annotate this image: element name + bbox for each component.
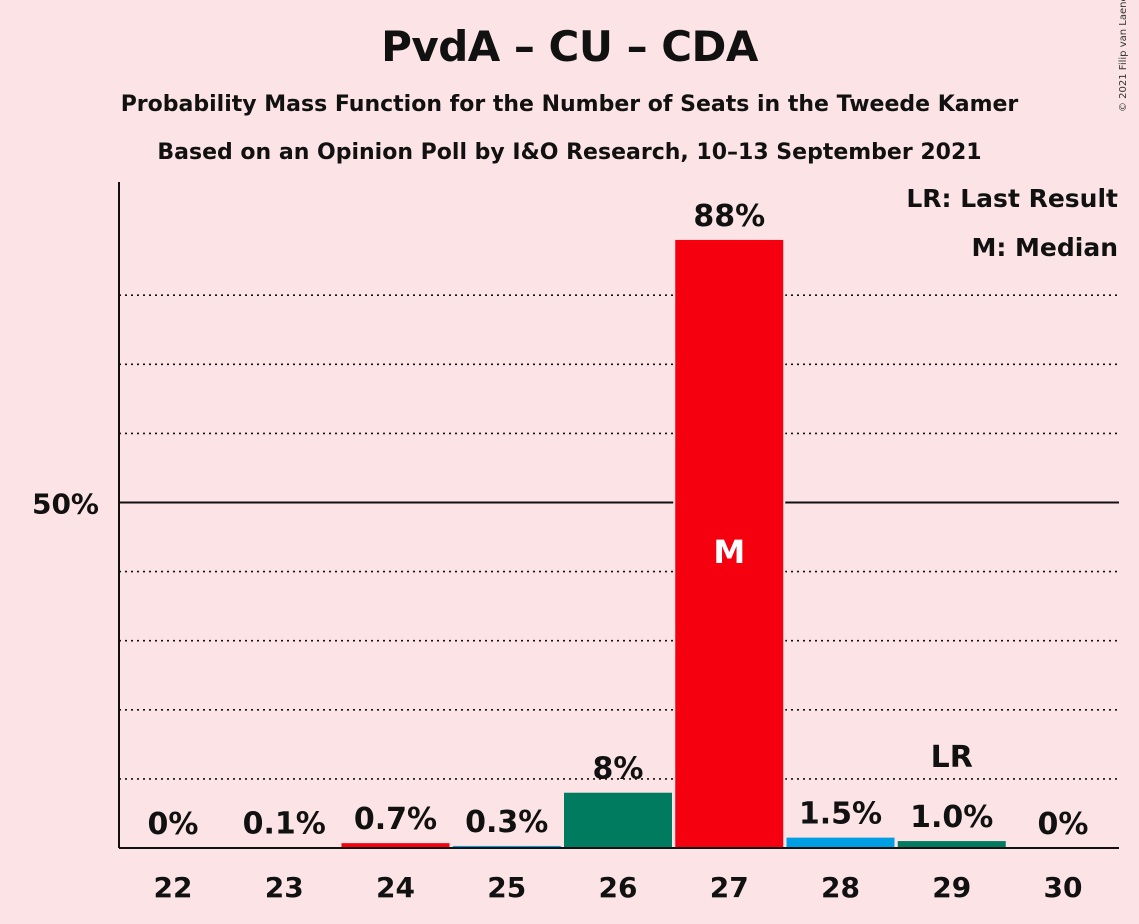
y-tick-label: 50% [32,488,99,521]
last-result-marker: LR [931,740,973,775]
legend-median: M: Median [971,233,1118,262]
x-tick-label-26: 26 [599,871,638,904]
x-tick-label-29: 29 [932,871,971,904]
data-label-25: 0.3% [465,805,548,840]
axes: 50% 22 23 24 25 26 27 28 29 30 [32,182,1119,904]
data-label-28: 1.5% [799,797,882,832]
data-label-23: 0.1% [243,806,326,841]
bar-seats-28 [786,837,895,848]
bar-gap-23 [228,845,341,848]
median-marker: M [713,533,745,571]
chart-title: PvdA – CU – CDA [381,22,758,71]
x-tick-label-24: 24 [376,871,415,904]
bars [228,237,1008,849]
data-label-24: 0.7% [354,802,437,837]
bar-seats-27 [675,239,784,849]
data-label-29: 1.0% [910,800,993,835]
x-tick-label-28: 28 [821,871,860,904]
gridlines [119,294,1119,780]
x-tick-label-23: 23 [265,871,304,904]
data-label-26: 8% [593,752,644,787]
data-label-30: 0% [1038,807,1089,842]
x-tick-label-25: 25 [487,871,526,904]
bar-seats-26 [564,792,672,848]
bar-seats-24 [341,843,450,848]
data-label-22: 0% [148,807,199,842]
bar-seats-29 [897,841,1006,848]
chart-subtitle: Probability Mass Function for the Number… [120,92,1019,117]
bar-seats-25 [452,845,561,848]
x-tick-label-30: 30 [1044,871,1083,904]
chart-subtitle-source: Based on an Opinion Poll by I&O Research… [157,140,982,165]
data-label-27: 88% [693,199,765,234]
labels: 0% 0.1% 0.7% 0.3% 8% 88% M 1.5% 1.0% LR 0% [148,199,1089,842]
legend-last-result: LR: Last Result [906,184,1118,213]
x-tick-label-22: 22 [154,871,193,904]
x-tick-label-27: 27 [710,871,749,904]
